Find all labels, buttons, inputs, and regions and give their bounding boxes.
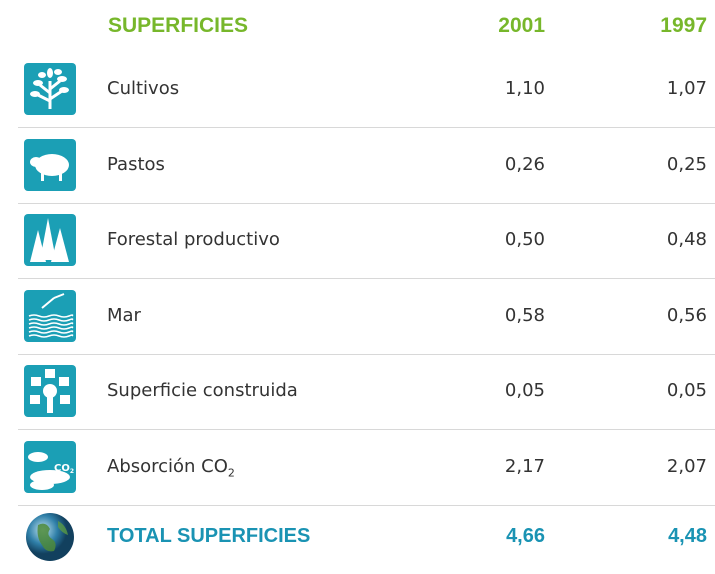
header-year: 2001: [498, 14, 545, 37]
row-label: Pastos: [107, 153, 165, 177]
row-label: Superficie construida: [107, 379, 298, 403]
total-label: TOTAL SUPERFICIES: [107, 525, 311, 547]
row-icon: [24, 289, 76, 342]
icon-subscript: 2: [70, 468, 74, 475]
value-1997: 1,07: [666, 78, 707, 99]
value-1997: 2,07: [666, 455, 707, 477]
value-2001: 0,58: [504, 304, 545, 326]
total-1997: 4,48: [668, 525, 707, 547]
value-2001: 2,17: [504, 455, 545, 477]
value-2001: 0,26: [504, 153, 545, 175]
icon-text: CO: [54, 463, 70, 474]
value-1997: 0,56: [666, 304, 707, 326]
row-separator: [18, 127, 715, 128]
row-label-text: Mar: [107, 304, 141, 326]
row-label: Mar: [107, 304, 141, 328]
row-separator: [18, 353, 715, 355]
globe-icon: [26, 513, 74, 561]
row-label-text: Pastos: [107, 153, 165, 175]
row-icon: [24, 365, 76, 417]
total-2001: 4,66: [506, 525, 545, 547]
row-separator: [18, 429, 715, 430]
header-year: 1997: [660, 14, 707, 37]
row-label-text: Cultivos: [107, 78, 180, 99]
row-icon: [24, 63, 76, 115]
row-separator: [18, 504, 715, 506]
value-2001: 0,05: [504, 380, 545, 401]
value-1997: 0,05: [666, 380, 707, 401]
row-label: Absorción CO2: [107, 455, 235, 486]
row-label-text: Absorción CO: [107, 455, 228, 477]
row-separator: [18, 202, 715, 204]
value-2001: 1,10: [504, 78, 545, 99]
value-1997: 0,25: [666, 153, 707, 175]
icon-text: CO2: [54, 463, 74, 475]
row-icon: [24, 214, 76, 266]
row-label-subscript: 2: [227, 466, 235, 480]
value-2001: 0,50: [504, 229, 545, 250]
row-separator: [18, 278, 715, 279]
header-label: SUPERFICIES: [108, 14, 249, 37]
row-label-text: Forestal productivo: [107, 229, 280, 250]
row-label: Forestal productivo: [107, 228, 280, 252]
row-label-text: Superficie construida: [107, 380, 298, 401]
row-icon: CO2: [24, 440, 76, 493]
value-1997: 0,48: [666, 229, 707, 250]
row-icon: [24, 138, 76, 191]
row-label: Cultivos: [107, 77, 179, 101]
